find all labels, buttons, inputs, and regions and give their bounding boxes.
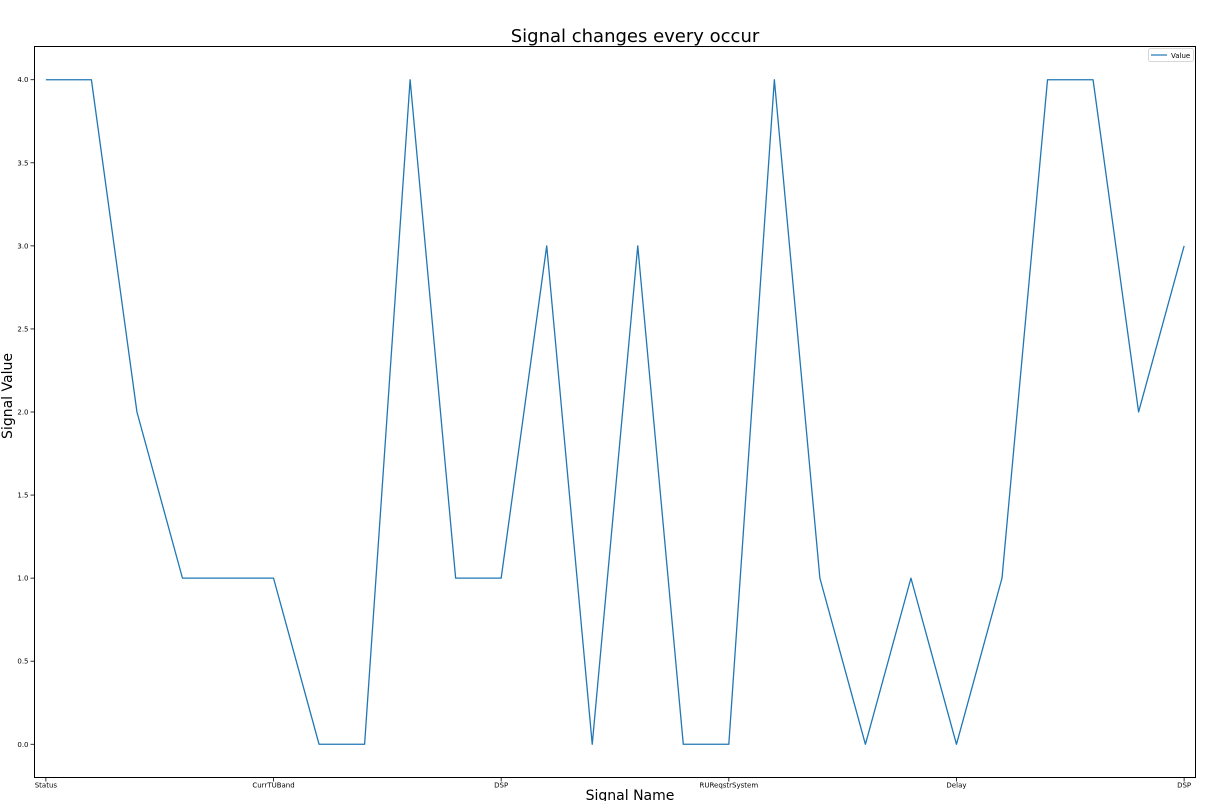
y-tick-label: 3.5 — [17, 159, 28, 167]
chart-title: Signal changes every occur — [511, 26, 760, 47]
y-tick-label: 1.5 — [17, 492, 28, 500]
y-tick-label: 0.0 — [17, 741, 28, 749]
legend-label: Value — [1171, 52, 1190, 60]
series-line-0 — [45, 79, 1185, 745]
y-axis-ticks: 0.0 0.5 1.0 1.5 2.0 2.5 3.0 3.5 4.0 — [17, 76, 35, 749]
y-tick-label: 2.0 — [17, 409, 28, 417]
series-layer — [45, 79, 1185, 745]
y-tick-label: 2.5 — [17, 325, 28, 333]
y-tick-label: 1.0 — [17, 575, 28, 583]
x-tick-label: RUReqstrSystem — [699, 782, 758, 790]
y-axis-label: Signal Value — [0, 353, 16, 439]
legend-box — [1148, 48, 1194, 62]
x-tick-label: Status — [35, 782, 58, 790]
x-tick-label: Delay — [946, 782, 966, 790]
x-axis-ticks: Status CurrTUBand DSP RUReqstrSystem Delay DS… — [35, 777, 1191, 790]
y-tick-label: 0.5 — [17, 658, 28, 666]
x-tick-label: DSP — [1177, 782, 1191, 790]
legend: Value — [1148, 48, 1194, 62]
plot-area — [34, 46, 1196, 778]
x-axis-label: Signal Name — [586, 788, 675, 801]
x-tick-label: DSP — [494, 782, 508, 790]
y-tick-label: 3.0 — [17, 242, 28, 250]
x-tick-label: CurrTUBand — [252, 782, 294, 790]
y-tick-label: 4.0 — [17, 76, 28, 84]
